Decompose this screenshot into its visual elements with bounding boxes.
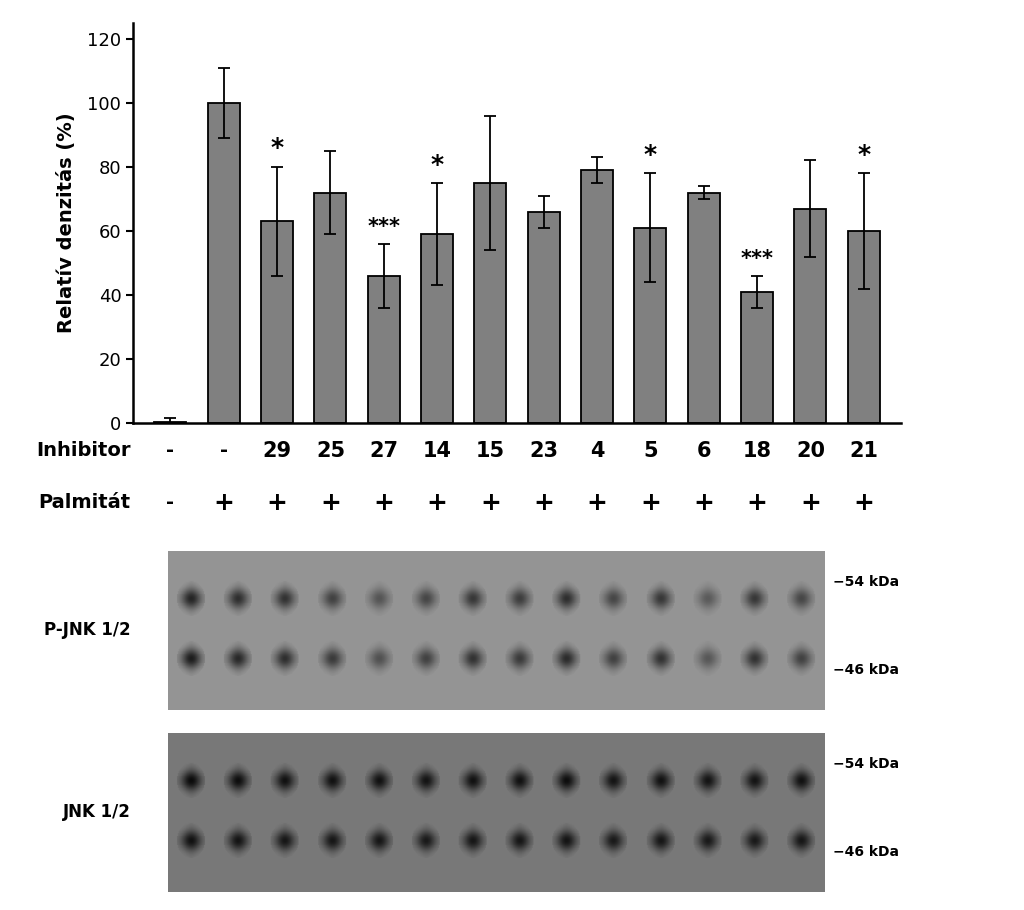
Text: 6: 6 <box>696 440 711 460</box>
Bar <box>261 221 293 423</box>
Bar <box>314 193 346 423</box>
Text: +: + <box>213 490 234 515</box>
Text: 25: 25 <box>315 440 345 460</box>
Text: 21: 21 <box>849 440 879 460</box>
Text: -: - <box>220 441 227 460</box>
Text: P-JNK 1/2: P-JNK 1/2 <box>44 622 131 639</box>
Text: +: + <box>427 490 447 515</box>
Text: *: * <box>430 153 443 177</box>
Text: +: + <box>480 490 501 515</box>
Text: 23: 23 <box>529 440 558 460</box>
Text: ***: *** <box>740 249 773 269</box>
Bar <box>421 234 453 423</box>
Text: +: + <box>374 490 394 515</box>
Bar <box>474 183 507 423</box>
Text: 14: 14 <box>423 440 452 460</box>
Text: +: + <box>534 490 554 515</box>
Text: −54 kDa: −54 kDa <box>833 575 899 590</box>
Bar <box>527 212 560 423</box>
Bar <box>582 170 613 423</box>
Bar <box>795 208 826 423</box>
Text: -: - <box>167 441 174 460</box>
Text: *: * <box>270 136 284 160</box>
Text: -: - <box>167 493 174 512</box>
Text: +: + <box>266 490 288 515</box>
Text: 18: 18 <box>742 440 772 460</box>
Text: +: + <box>321 490 341 515</box>
Text: 29: 29 <box>262 440 292 460</box>
Text: +: + <box>746 490 768 515</box>
Text: 27: 27 <box>370 440 398 460</box>
Bar <box>741 292 773 423</box>
Bar <box>155 421 186 423</box>
Text: ***: *** <box>368 217 400 238</box>
Text: 20: 20 <box>796 440 825 460</box>
Bar <box>688 193 720 423</box>
Text: Inhibitor: Inhibitor <box>36 441 130 460</box>
Text: −46 kDa: −46 kDa <box>833 845 899 859</box>
Bar <box>208 103 240 423</box>
Text: Palmitát: Palmitát <box>38 493 130 512</box>
Text: 15: 15 <box>476 440 505 460</box>
Text: *: * <box>644 143 657 167</box>
Bar <box>635 228 667 423</box>
Text: 4: 4 <box>590 440 604 460</box>
Text: +: + <box>853 490 874 515</box>
Text: −54 kDa: −54 kDa <box>833 757 899 772</box>
Text: *: * <box>857 143 870 167</box>
Text: +: + <box>800 490 821 515</box>
Text: 5: 5 <box>643 440 657 460</box>
Y-axis label: Relatív denzitás (%): Relatív denzitás (%) <box>57 113 76 333</box>
Text: +: + <box>693 490 714 515</box>
Bar <box>368 276 399 423</box>
Bar <box>848 231 880 423</box>
Text: +: + <box>640 490 660 515</box>
Text: JNK 1/2: JNK 1/2 <box>62 804 131 821</box>
Text: −46 kDa: −46 kDa <box>833 663 899 677</box>
Text: +: + <box>587 490 607 515</box>
